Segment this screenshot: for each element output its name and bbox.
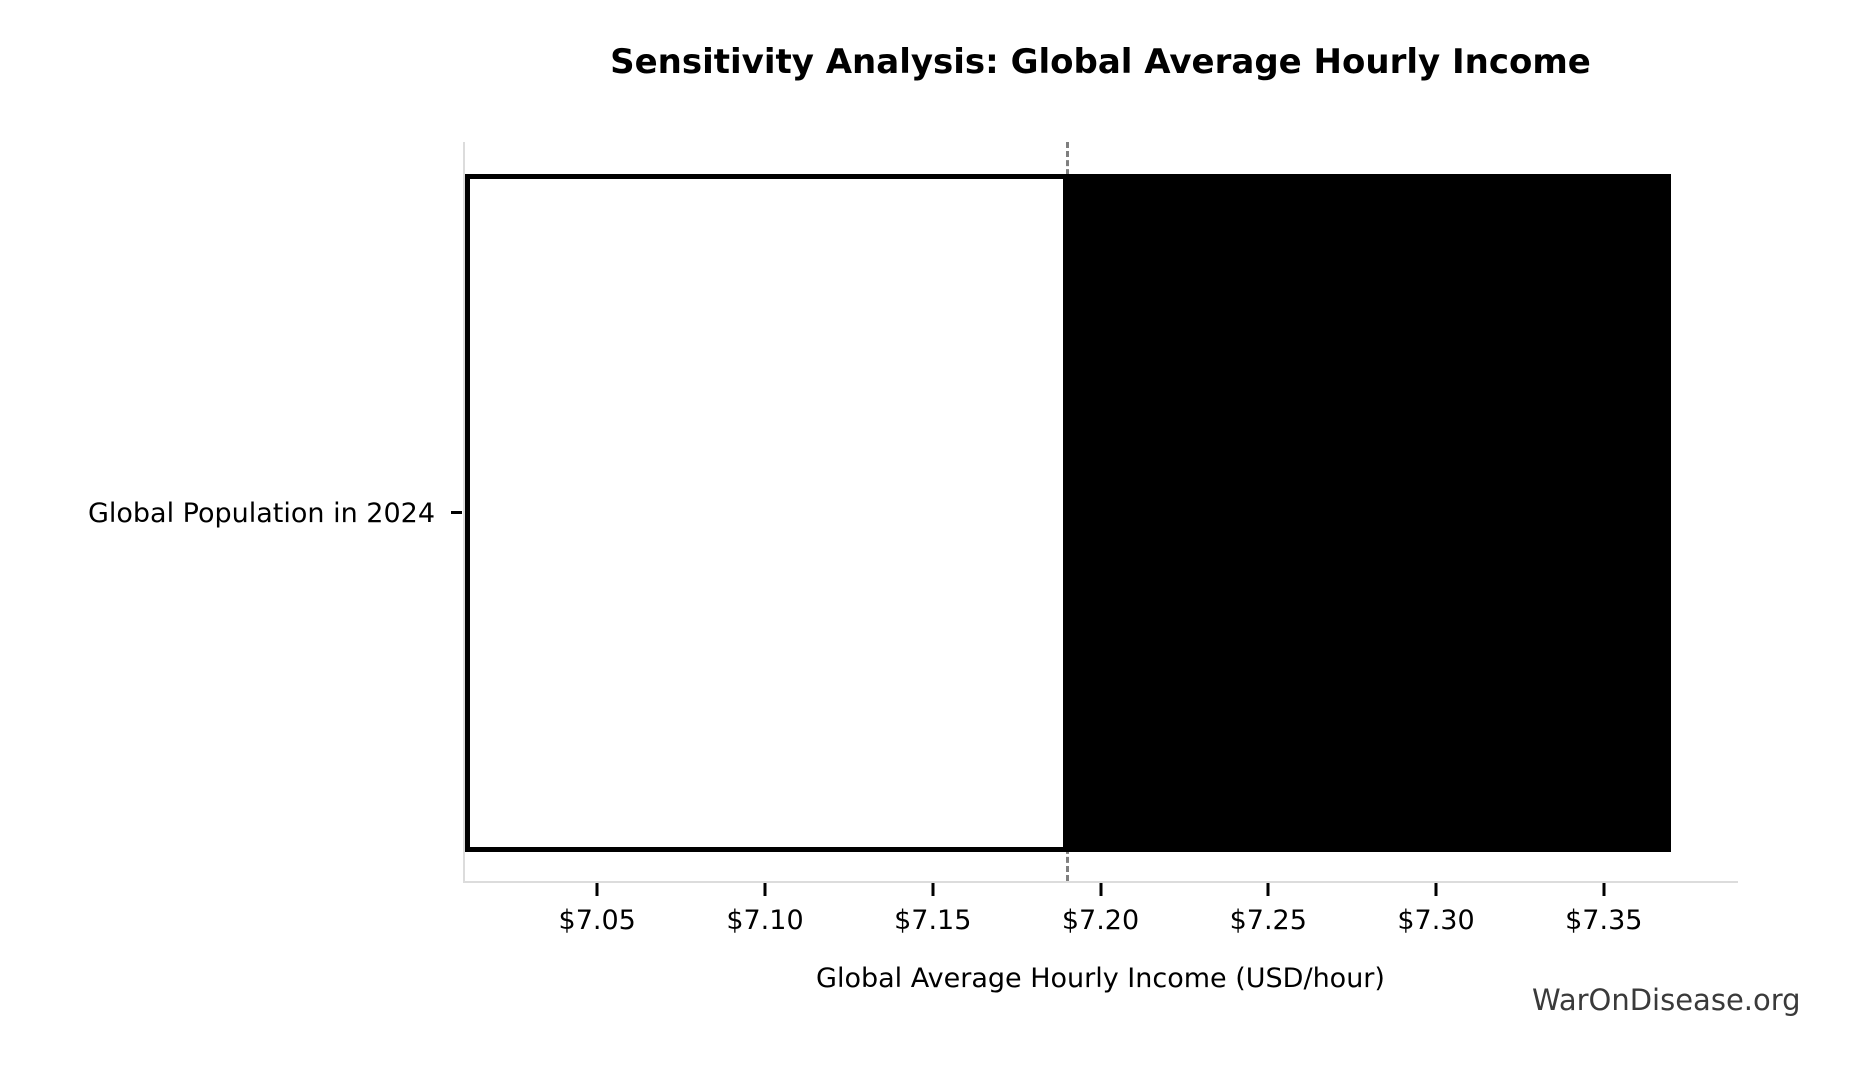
x-tick-mark <box>931 883 935 896</box>
y-category-label: Global Population in 2024 <box>87 498 435 529</box>
x-axis-label: Global Average Hourly Income (USD/hour) <box>816 963 1385 994</box>
x-axis-ticks: $7.05 $7.10 $7.15 $7.20 $7.25 $7.30 $7.35 <box>463 883 1738 953</box>
x-tick-mark <box>1099 883 1102 896</box>
x-tick-label: $7.15 <box>894 905 972 936</box>
x-tick-mark <box>1434 883 1438 896</box>
y-tick-mark <box>451 511 462 514</box>
x-tick-mark <box>763 883 767 896</box>
chart-title: Sensitivity Analysis: Global Average Hou… <box>610 42 1591 82</box>
x-tick-label: $7.25 <box>1229 905 1307 936</box>
x-tick-mark <box>1602 883 1606 896</box>
x-tick-label: $7.20 <box>1061 905 1140 936</box>
watermark: WarOnDisease.org <box>1532 983 1801 1017</box>
x-tick-mark <box>595 883 599 896</box>
x-tick-label: $7.30 <box>1397 905 1475 936</box>
x-tick-label: $7.35 <box>1565 905 1643 936</box>
x-tick-label: $7.05 <box>558 905 636 936</box>
bar-high-segment <box>1068 174 1671 852</box>
bar-low-segment <box>465 174 1068 852</box>
x-tick-mark <box>1266 883 1270 896</box>
plot-area <box>463 142 1738 883</box>
x-tick-label: $7.10 <box>726 905 804 936</box>
